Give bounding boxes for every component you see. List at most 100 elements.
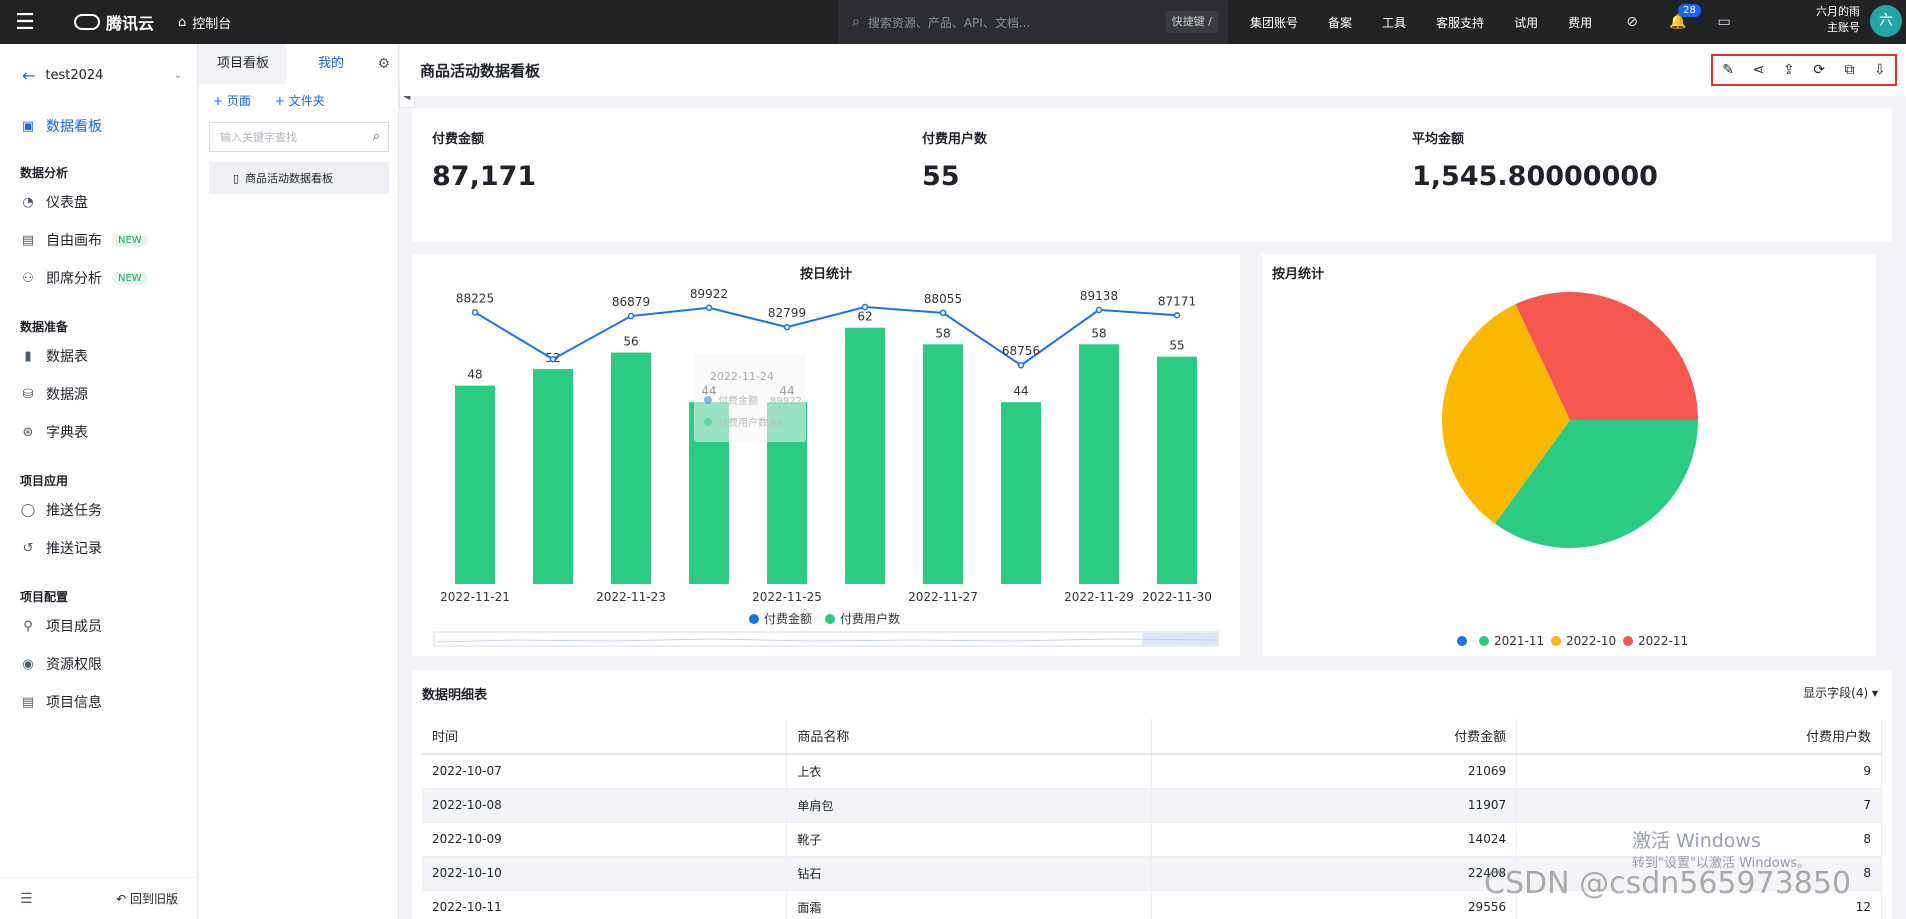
link-tools[interactable]: 工具 [1382,15,1407,30]
chart-title: 按月统计 [1272,266,1324,282]
column-header[interactable]: 付费金额 [1151,718,1518,755]
file-name: 商品活动数据看板 [245,172,334,185]
back-old-version[interactable]: ↶ 回到旧版 [116,892,178,906]
copy-icon[interactable]: ⧉ [1844,62,1855,78]
sidebar-item-dictionary[interactable]: ⊛ 字典表 [20,422,88,442]
add-page-button[interactable]: + 页面 [213,94,251,108]
group-prep: 数据准备 [20,320,69,334]
gear-icon[interactable]: ⚙ [377,56,390,72]
sidebar-item-dashboard[interactable]: ▣ 数据看板 [20,116,102,136]
tooltip-name: 付费金额 [718,394,758,407]
table-row[interactable]: 2022-10-11 面霜 29556 12 [422,890,1882,919]
bar-label: 62 [857,310,872,324]
line-point [1017,361,1025,369]
line-label: 89138 [1080,289,1118,303]
legend-label: 付费金额 [764,611,812,626]
tab-mine[interactable]: 我的 [317,56,344,71]
detail-table: 时间 商品名称 付费金额 付费用户数 2022-10-07 上衣 21069 9 202… [422,718,1882,919]
sidebar-item-label: 推送任务 [46,503,102,519]
link-support[interactable]: 客服支持 [1436,15,1485,30]
global-search[interactable]: ⌕ 搜索资源、产品、API、文档... 快捷键 / [838,0,1228,44]
sidebar-item-members[interactable]: ⚲ 项目成员 [20,616,102,636]
link-icon[interactable]: ⊘ [1626,14,1638,30]
link-trial[interactable]: 试用 [1514,15,1539,30]
table-row[interactable]: 2022-10-08 单肩包 11907 7 [422,788,1882,823]
avatar[interactable]: 六 [1870,5,1902,37]
sidebar-item-gauge[interactable]: ◔ 仪表盘 [20,192,88,212]
sidebar-item-label: 推送记录 [46,541,102,557]
brand-logo[interactable]: 腾讯云 [50,10,178,34]
table-cell: 14024 [1151,822,1518,857]
line-label: 86879 [612,295,650,309]
link-billing[interactable]: 费用 [1568,15,1593,30]
line-point [939,309,947,317]
table-cell: 面霜 [786,890,1153,919]
sidebar-item-push-record[interactable]: ↺ 推送记录 [20,538,102,558]
bar-label: 44 [1013,384,1028,398]
panel-search-input[interactable]: 输入关键字查找 ⌕ [209,122,389,152]
column-header[interactable]: 付费用户数 [1516,718,1882,755]
group-analysis: 数据分析 [20,166,69,180]
kpi-label: 付费用户数 [922,132,988,147]
menu-icon[interactable]: ☰ [15,9,35,35]
table-row[interactable]: 2022-10-10 钻石 22408 8 [422,856,1882,891]
column-header[interactable]: 商品名称 [786,718,1153,755]
sidebar-item-datatable[interactable]: ▮ 数据表 [20,346,88,366]
table-cell: 钻石 [786,856,1153,891]
link-group-account[interactable]: 集团账号 [1250,15,1299,30]
user-name: 六月的雨 [1816,5,1860,18]
console-link[interactable]: ⌂ 控制台 [178,13,231,32]
table-title: 数据明细表 [422,688,488,703]
line-label: 89922 [690,287,728,301]
line-label: 68756 [1002,344,1040,358]
new-badge: NEW [112,233,148,247]
fields-dropdown[interactable]: 显示字段(4) ▾ [1803,686,1878,700]
canvas-icon: ▤ [21,232,35,248]
chat-icon: ◯ [20,502,36,518]
refresh-icon[interactable]: ⟳ [1813,62,1825,78]
sidebar-item-info[interactable]: ▤ 项目信息 [20,692,102,712]
tooltip-value: 89922 [770,396,802,407]
sidebar-item-canvas[interactable]: ▤ 自由画布 NEW [20,230,148,250]
document-icon: ▯ [233,171,240,185]
column-header[interactable]: 时间 [422,718,788,755]
monthly-chart-card: 按月统计 2021-11 2022-10 2022-11 [1262,254,1876,656]
project-selector[interactable]: ← test2024 ⌄ [22,66,182,85]
sidebar: ← test2024 ⌄ ▣ 数据看板 数据分析 ◔ 仪表盘 ▤ 自由画布 NE… [0,44,198,919]
caret-down-icon: ▾ [1871,686,1878,700]
sidebar-item-permissions[interactable]: ◉ 资源权限 [20,654,102,674]
chart-title: 按日统计 [800,266,852,282]
edit-icon[interactable]: ✎ [1722,62,1735,78]
table-row[interactable]: 2022-10-09 靴子 14024 8 [422,822,1882,857]
top-links: 集团账号 备案 工具 客服支持 试用 费用 ⊘ 🔔 28 ▭ [1250,0,1760,44]
tooltip-value: 44 [770,418,783,429]
legend-label: 2022-11 [1638,634,1688,648]
line-point [861,303,869,311]
collapse-menu-icon[interactable]: ☰ [20,890,33,907]
daily-chart-card: 按日统计485256444462584458558822586879899228… [412,254,1240,656]
sidebar-item-adhoc[interactable]: ⚇ 即席分析 NEW [20,268,148,288]
download-icon[interactable]: ⇩ [1873,62,1886,78]
user-info[interactable]: 六月的雨 主账号 [1800,4,1860,36]
upload-icon[interactable]: ⇪ [1782,62,1795,78]
dictionary-icon: ⊛ [22,424,34,440]
tab-project[interactable]: 项目看板 [199,44,287,84]
list-item[interactable]: ▯ 商品活动数据看板 [209,162,389,194]
share-icon[interactable]: ⋖ [1752,62,1765,78]
table-row[interactable]: 2022-10-07 上衣 21069 9 [422,754,1882,789]
back-arrow-icon[interactable]: ← [22,66,36,85]
pie-slice [1442,304,1570,524]
table-header-row: 时间 商品名称 付费金额 付费用户数 [422,718,1882,755]
table-cell: 22408 [1151,856,1518,891]
windows-watermark-sub: 转到"设置"以激活 Windows。 [1632,856,1811,871]
add-folder-button[interactable]: + 文件夹 [274,94,325,108]
search-icon[interactable]: ⌕ [372,129,380,144]
sidebar-item-datasource[interactable]: ⛁ 数据源 [20,384,88,404]
link-record[interactable]: 备案 [1328,15,1353,30]
kpi-average-amount: 平均金额 1,545.80000000 [1412,128,1658,192]
table-cell: 8 [1516,822,1882,857]
wallet-icon[interactable]: ▭ [1717,14,1731,30]
line-point [627,312,635,320]
bell-icon[interactable]: 🔔 28 [1668,4,1701,32]
sidebar-item-push-task[interactable]: ◯ 推送任务 [20,500,102,520]
